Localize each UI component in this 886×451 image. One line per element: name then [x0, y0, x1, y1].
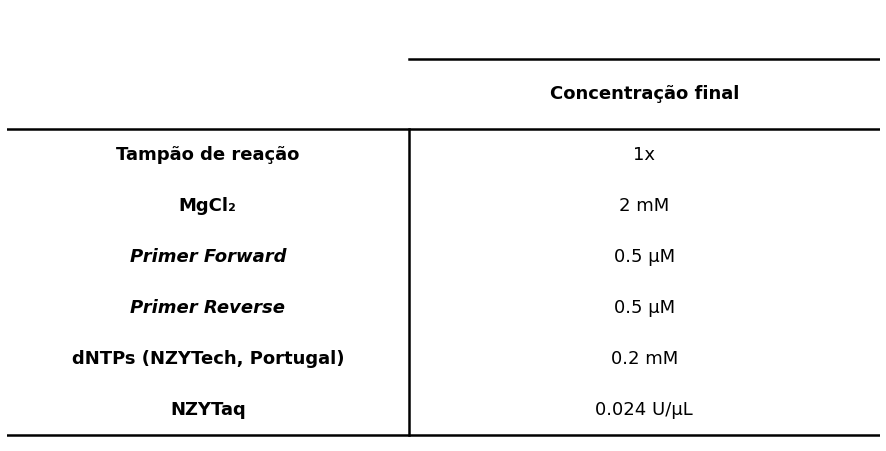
Text: Tampão de reação: Tampão de reação [116, 146, 299, 164]
Text: 0.5 μM: 0.5 μM [613, 299, 674, 317]
Text: MgCl₂: MgCl₂ [179, 197, 237, 215]
Text: 0.024 U/μL: 0.024 U/μL [595, 401, 693, 419]
Text: Primer Reverse: Primer Reverse [130, 299, 285, 317]
Text: 0.5 μM: 0.5 μM [613, 248, 674, 266]
Text: 2 mM: 2 mM [618, 197, 669, 215]
Text: NZYTaq: NZYTaq [170, 401, 245, 419]
Text: dNTPs (NZYTech, Portugal): dNTPs (NZYTech, Portugal) [72, 350, 344, 368]
Text: Primer Forward: Primer Forward [129, 248, 285, 266]
Text: Concentração final: Concentração final [549, 85, 738, 103]
Text: 1x: 1x [633, 146, 655, 164]
Text: 0.2 mM: 0.2 mM [610, 350, 677, 368]
